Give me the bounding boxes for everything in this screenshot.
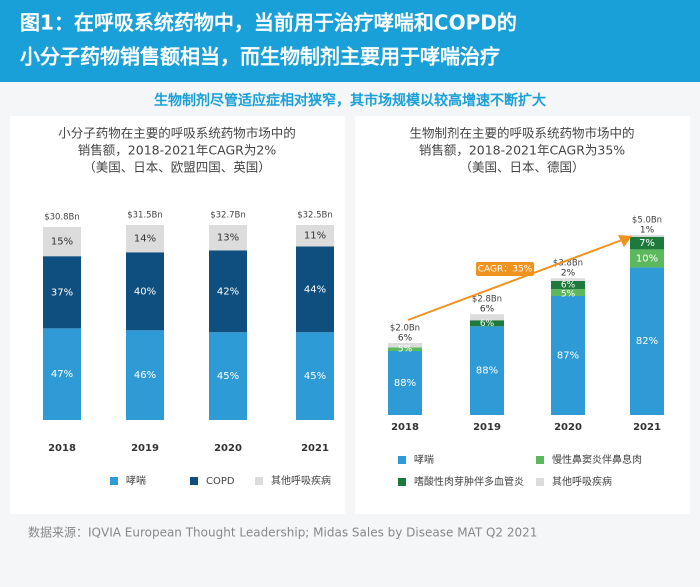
value-label: 40%: [134, 286, 156, 297]
chart-subtitle: （美国、日本、德国）: [459, 160, 584, 175]
legend-swatch: [190, 477, 198, 485]
total-label: $5.0Bn: [632, 216, 662, 226]
total-label: $32.7Bn: [210, 211, 246, 221]
header-title: 图1：在呼吸系统药物中，当前用于治疗哮喘和COPD的: [20, 11, 517, 35]
bar-segment: [551, 289, 585, 296]
value-label: 42%: [217, 286, 239, 297]
x-tick-label: 2020: [214, 443, 242, 454]
value-label: 13%: [217, 233, 239, 244]
bar-segment: [388, 343, 422, 348]
x-tick-label: 2018: [48, 443, 76, 454]
bar-segment: [630, 267, 664, 415]
value-label: 5%: [561, 290, 576, 300]
x-tick-label: 2019: [131, 443, 159, 454]
bar-segment: [630, 249, 664, 268]
legend-label: 嗜酸性肉芽肿伴多血管炎: [414, 475, 524, 488]
legend-label: COPD: [206, 476, 235, 487]
bar-segment: [551, 295, 585, 415]
value-label: 47%: [51, 369, 73, 380]
value-label: 10%: [636, 253, 658, 264]
value-label: 1%: [640, 226, 655, 236]
legend-label: 其他呼吸疾病: [552, 475, 612, 488]
bar-segment: [296, 332, 334, 420]
value-label: 45%: [217, 371, 239, 382]
bar-segment: [43, 226, 81, 257]
x-tick-label: 2019: [473, 422, 501, 433]
bar-segment: [209, 332, 247, 420]
value-label: 6%: [398, 334, 413, 344]
source: 数据来源：IQVIA European Thought Leadership; …: [28, 525, 537, 540]
value-label: 46%: [134, 370, 156, 381]
bar-segment: [470, 320, 504, 327]
legend-swatch: [110, 477, 118, 485]
value-label: 44%: [304, 284, 326, 295]
bar-segment: [470, 314, 504, 321]
value-label: 82%: [636, 336, 658, 347]
bar-segment: [296, 225, 334, 247]
total-label: $32.5Bn: [297, 211, 333, 221]
total-label: $2.0Bn: [390, 324, 420, 334]
chart-subtitle: （美国、日本、欧盟四国、英国）: [83, 160, 271, 175]
legend-label: 哮喘: [126, 474, 146, 487]
legend-swatch: [398, 456, 406, 464]
value-label: 5%: [398, 345, 413, 355]
header-subtitle: 生物制剂尽管适应症相对狭窄，其市场规模以较高增速不断扩大: [154, 92, 546, 109]
bar-segment: [551, 278, 585, 281]
total-label: $3.8Bn: [553, 259, 583, 269]
value-label: 6%: [480, 319, 495, 329]
x-tick-label: 2018: [391, 422, 419, 433]
value-label: 11%: [304, 231, 326, 242]
legend-swatch: [255, 477, 263, 485]
value-label: 2%: [561, 269, 576, 279]
value-label: 87%: [557, 350, 579, 361]
bar-segment: [551, 280, 585, 290]
cagr-arrowhead: [618, 235, 632, 247]
chart-title: 小分子药物在主要的呼吸系统药物市场中的: [58, 126, 296, 141]
total-label: $30.8Bn: [44, 212, 80, 222]
bar-segment: [630, 236, 664, 250]
legend-label: 哮喘: [414, 453, 434, 466]
legend-label: 慢性鼻窦炎伴鼻息肉: [552, 453, 642, 466]
chart-title: 销售额，2018-2021年CAGR为35%: [419, 143, 625, 158]
value-label: 14%: [134, 234, 156, 245]
chart-title: 销售额，2018-2021年CAGR为2%: [78, 143, 277, 158]
x-tick-label: 2021: [633, 422, 661, 433]
value-label: 88%: [394, 378, 416, 389]
bar-segment: [43, 256, 81, 329]
x-tick-label: 2020: [554, 422, 582, 433]
bar-segment: [388, 347, 422, 351]
value-label: 37%: [51, 287, 73, 298]
value-label: 88%: [476, 366, 498, 377]
bar-segment: [209, 250, 247, 333]
legend-swatch: [536, 478, 544, 486]
total-label: $31.5Bn: [127, 211, 163, 221]
bar-segment: [470, 326, 504, 415]
annotation: CAGR：35%: [478, 265, 533, 275]
legend-swatch: [398, 478, 406, 486]
x-tick-label: 2021: [301, 443, 329, 454]
bar-segment: [126, 330, 164, 420]
bar-segment: [296, 246, 334, 333]
bar-segment: [388, 351, 422, 415]
legend-label: 其他呼吸疾病: [271, 474, 331, 487]
value-label: 7%: [639, 238, 655, 249]
legend-swatch: [536, 456, 544, 464]
annotation-box: [476, 262, 534, 276]
cagr-arrow: [407, 239, 623, 321]
bar-segment: [209, 225, 247, 251]
total-label: $2.8Bn: [472, 295, 502, 305]
bar-segment: [630, 235, 664, 237]
chart-title: 生物制剂在主要的呼吸系统药物市场中的: [409, 126, 634, 141]
header-band: [0, 0, 700, 82]
header-title: 小分子药物销售额相当，而生物制剂主要用于哮喘治疗: [20, 45, 500, 69]
value-label: 45%: [304, 371, 326, 382]
value-label: 6%: [480, 305, 495, 315]
value-label: 6%: [561, 281, 576, 291]
bar-segment: [43, 328, 81, 420]
bar-segment: [126, 252, 164, 331]
bar-segment: [126, 225, 164, 253]
value-label: 15%: [51, 237, 73, 248]
